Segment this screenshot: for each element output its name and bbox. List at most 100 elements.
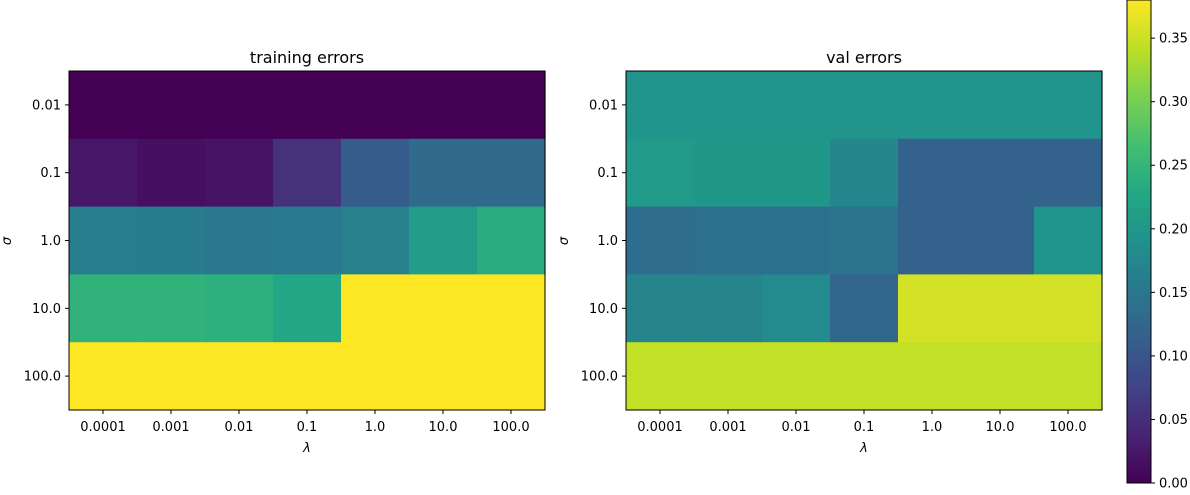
- heatmap-cell: [137, 274, 206, 343]
- heatmap-cell: [898, 274, 967, 343]
- heatmap-cell: [830, 71, 899, 140]
- heatmap-cells: [626, 71, 1103, 411]
- y-tick-label: 10.0: [32, 302, 61, 317]
- x-tick-label: 0.001: [152, 420, 189, 435]
- colorbar-tick-label: 0.15: [1159, 286, 1188, 301]
- x-axis-ticks: 0.0001 0.001 0.01 0.1 1.0 10.0 100.0: [637, 410, 1087, 435]
- heatmap-cell: [409, 138, 478, 208]
- heatmap-cell: [694, 206, 763, 275]
- colorbar-gradient: [1126, 0, 1152, 484]
- x-tick-label: 1.0: [922, 420, 943, 435]
- y-axis-label: σ: [0, 236, 15, 245]
- heatmap-cell: [762, 342, 831, 411]
- heatmap-cell: [830, 138, 899, 208]
- heatmap-cell: [1034, 274, 1103, 343]
- x-tick-label: 10.0: [986, 420, 1015, 435]
- heatmap-cell: [830, 206, 899, 275]
- colorbar-tick-label: 0.35: [1159, 32, 1188, 47]
- heatmap-cell: [273, 342, 342, 411]
- colorbar-ticks: 0.00 0.05 0.10 0.15 0.20 0.25 0.30 0.35: [1151, 32, 1188, 492]
- heatmap-cell: [762, 206, 831, 275]
- x-tick-label: 0.0001: [637, 420, 683, 435]
- heatmap-cell: [694, 342, 763, 411]
- heatmap-cell: [1034, 206, 1103, 275]
- colorbar-tick-label: 0.10: [1159, 349, 1188, 364]
- y-tick-label: 1.0: [40, 234, 61, 249]
- heatmap-cell: [626, 71, 695, 140]
- heatmap-training-errors: training errors 0.0001 0.001 0.01 0.1 1.0 10.…: [0, 48, 546, 456]
- heatmap-cell: [1034, 342, 1103, 411]
- x-axis-label: λ: [302, 441, 311, 456]
- heatmap-cell: [694, 138, 763, 208]
- panel-title: training errors: [250, 48, 364, 67]
- colorbar-tick-label: 0.25: [1159, 159, 1188, 174]
- panel-title: val errors: [826, 48, 902, 67]
- y-axis-ticks: 0.01 0.1 1.0 10.0 100.0: [24, 98, 69, 385]
- heatmap-cell: [626, 274, 695, 343]
- heatmap-cell: [205, 71, 274, 140]
- x-tick-label: 0.1: [297, 420, 318, 435]
- heatmap-cell: [409, 274, 478, 343]
- y-axis-ticks: 0.01 0.1 1.0 10.0 100.0: [581, 98, 626, 385]
- heatmap-cell: [205, 138, 274, 208]
- heatmap-cell: [477, 342, 546, 411]
- y-tick-label: 100.0: [581, 370, 618, 385]
- heatmap-cell: [477, 206, 546, 275]
- x-tick-label: 100.0: [492, 420, 529, 435]
- heatmap-cell: [762, 71, 831, 140]
- heatmap-cell: [626, 342, 695, 411]
- heatmap-cell: [341, 206, 410, 275]
- heatmap-cell: [273, 274, 342, 343]
- heatmap-cell: [694, 71, 763, 140]
- heatmap-cell: [966, 342, 1035, 411]
- x-axis-ticks: 0.0001 0.001 0.01 0.1 1.0 10.0 100.0: [80, 410, 530, 435]
- heatmap-cell: [341, 71, 410, 140]
- heatmap-cell: [762, 138, 831, 208]
- heatmap-cell: [477, 138, 546, 208]
- x-tick-label: 10.0: [429, 420, 458, 435]
- colorbar-tick-label: 0.00: [1159, 477, 1188, 492]
- heatmap-cell: [898, 342, 967, 411]
- heatmap-cell: [205, 342, 274, 411]
- heatmap-cell: [137, 206, 206, 275]
- x-axis-label: λ: [859, 441, 868, 456]
- y-tick-label: 100.0: [24, 370, 61, 385]
- heatmap-cell: [205, 206, 274, 275]
- y-tick-label: 1.0: [597, 234, 618, 249]
- heatmap-cell: [69, 274, 138, 343]
- y-tick-label: 0.1: [40, 166, 61, 181]
- heatmap-cell: [69, 206, 138, 275]
- heatmap-cell: [137, 71, 206, 140]
- colorbar-tick-label: 0.05: [1159, 413, 1188, 428]
- heatmap-cell: [898, 206, 967, 275]
- heatmap-cell: [830, 274, 899, 343]
- heatmap-cell: [898, 138, 967, 208]
- heatmap-cell: [477, 71, 546, 140]
- heatmap-cells: [69, 71, 546, 411]
- heatmap-cell: [137, 342, 206, 411]
- y-tick-label: 0.1: [597, 166, 618, 181]
- heatmap-cell: [898, 71, 967, 140]
- heatmap-cell: [966, 138, 1035, 208]
- heatmap-cell: [626, 138, 695, 208]
- x-tick-label: 100.0: [1049, 420, 1086, 435]
- x-tick-label: 0.001: [709, 420, 746, 435]
- heatmap-cell: [626, 206, 695, 275]
- heatmap-cell: [69, 342, 138, 411]
- y-tick-label: 0.01: [589, 98, 618, 113]
- heatmap-cell: [762, 274, 831, 343]
- heatmap-cell: [69, 71, 138, 140]
- heatmap-cell: [694, 274, 763, 343]
- heatmap-val-errors: val errors 0.0001 0.001 0.01 0.1 1.0 10.0 100.…: [557, 48, 1103, 456]
- y-tick-label: 0.01: [32, 98, 61, 113]
- heatmap-cell: [409, 342, 478, 411]
- x-tick-label: 1.0: [365, 420, 386, 435]
- x-tick-label: 0.01: [225, 420, 254, 435]
- heatmap-cell: [409, 206, 478, 275]
- y-axis-label: σ: [557, 236, 572, 245]
- x-tick-label: 0.0001: [80, 420, 126, 435]
- heatmap-cell: [1034, 71, 1103, 140]
- heatmap-cell: [830, 342, 899, 411]
- x-tick-label: 0.1: [854, 420, 875, 435]
